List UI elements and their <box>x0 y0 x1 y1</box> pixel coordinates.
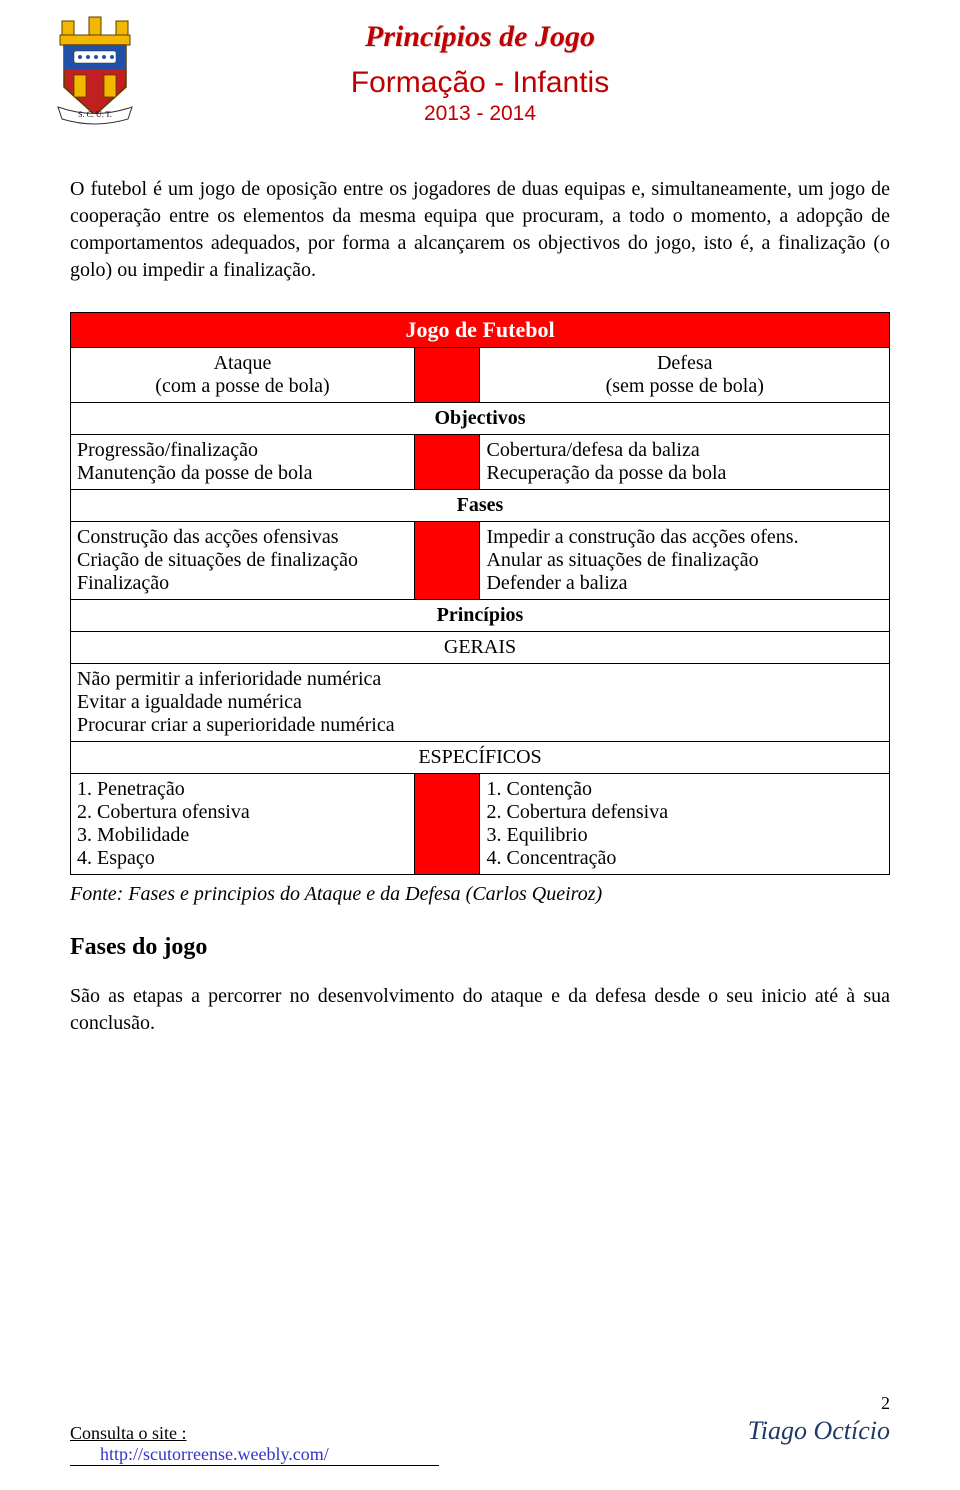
page-year: 2013 - 2014 <box>70 102 890 126</box>
source-citation: Fonte: Fases e principios do Ataque e da… <box>70 883 890 906</box>
divider-cell <box>414 522 480 600</box>
fases-header: Fases <box>71 490 890 522</box>
author-signature: Tiago Octício <box>748 1416 890 1446</box>
objectivos-left: Progressão/finalização Manutenção da pos… <box>71 435 415 490</box>
ataque-header: Ataque (com a posse de bola) <box>71 348 415 403</box>
fas-l-1: Criação de situações de finalização <box>77 549 358 571</box>
fas-l-0: Construção das acções ofensivas <box>77 526 339 548</box>
club-logo: S. C. U. T. <box>50 15 140 130</box>
page-subtitle: Formação - Infantis <box>70 66 890 100</box>
obj-r-0: Cobertura/defesa da baliza <box>486 439 699 461</box>
footer-bar: Consulta o site : http://scutorreense.we… <box>70 1416 890 1466</box>
objectivos-header: Objectivos <box>71 403 890 435</box>
defesa-subtitle: (sem posse de bola) <box>606 375 764 397</box>
obj-l-1: Manutenção da posse de bola <box>77 462 312 484</box>
gerais-items: Não permitir a inferioridade numérica Ev… <box>71 664 890 742</box>
fases-right: Impedir a construção das acções ofens. A… <box>480 522 890 600</box>
defesa-title: Defesa <box>657 352 713 374</box>
page-header: S. C. U. T. Princípios de Jogo Formação … <box>70 20 890 126</box>
fases-do-jogo-heading: Fases do jogo <box>70 934 890 961</box>
fas-r-2: Defender a baliza <box>486 572 627 594</box>
obj-l-0: Progressão/finalização <box>77 439 258 461</box>
intro-paragraph: O futebol é um jogo de oposição entre os… <box>70 176 890 284</box>
gerais-2: Procurar criar a superioridade numérica <box>77 714 395 736</box>
site-link[interactable]: http://scutorreense.weebly.com/ <box>100 1444 329 1464</box>
page-number: 2 <box>70 1393 890 1414</box>
ataque-subtitle: (com a posse de bola) <box>155 375 329 397</box>
esp-r-1: 2. Cobertura defensiva <box>486 801 668 823</box>
fas-r-1: Anular as situações de finalização <box>486 549 758 571</box>
ataque-title: Ataque <box>214 352 272 374</box>
objectivos-right: Cobertura/defesa da baliza Recuperação d… <box>480 435 890 490</box>
gerais-label: GERAIS <box>71 632 890 664</box>
gerais-0: Não permitir a inferioridade numérica <box>77 668 381 690</box>
especificos-label: ESPECÍFICOS <box>71 742 890 774</box>
esp-l-3: 4. Espaço <box>77 847 155 869</box>
svg-text:S. C. U. T.: S. C. U. T. <box>78 110 112 119</box>
esp-l-1: 2. Cobertura ofensiva <box>77 801 250 823</box>
defesa-header: Defesa (sem posse de bola) <box>480 348 890 403</box>
fases-left: Construção das acções ofensivas Criação … <box>71 522 415 600</box>
divider-cell <box>414 348 480 403</box>
consulta-label: Consulta o site : <box>70 1423 187 1443</box>
esp-l-0: 1. Penetração <box>77 778 185 800</box>
obj-r-1: Recuperação da posse da bola <box>486 462 726 484</box>
footer-left: Consulta o site : http://scutorreense.we… <box>70 1423 439 1466</box>
esp-r-3: 4. Concentração <box>486 847 616 869</box>
especificos-left: 1. Penetração 2. Cobertura ofensiva 3. M… <box>71 774 415 875</box>
table-main-header: Jogo de Futebol <box>71 313 890 348</box>
esp-l-2: 3. Mobilidade <box>77 824 189 846</box>
fas-r-0: Impedir a construção das acções ofens. <box>486 526 798 548</box>
fases-do-jogo-text: São as etapas a percorrer no desenvolvim… <box>70 983 890 1037</box>
page: S. C. U. T. Princípios de Jogo Formação … <box>0 0 960 1490</box>
futebol-table: Jogo de Futebol Ataque (com a posse de b… <box>70 312 890 875</box>
esp-r-2: 3. Equilibrio <box>486 824 587 846</box>
principios-header: Princípios <box>71 600 890 632</box>
coat-of-arms-icon: S. C. U. T. <box>50 15 140 125</box>
divider-cell <box>414 435 480 490</box>
page-footer: 2 Consulta o site : http://scutorreense.… <box>70 1393 890 1466</box>
divider-cell <box>414 774 480 875</box>
esp-r-0: 1. Contenção <box>486 778 592 800</box>
fas-l-2: Finalização <box>77 572 169 594</box>
page-title: Princípios de Jogo <box>70 20 890 54</box>
especificos-right: 1. Contenção 2. Cobertura defensiva 3. E… <box>480 774 890 875</box>
gerais-1: Evitar a igualdade numérica <box>77 691 302 713</box>
